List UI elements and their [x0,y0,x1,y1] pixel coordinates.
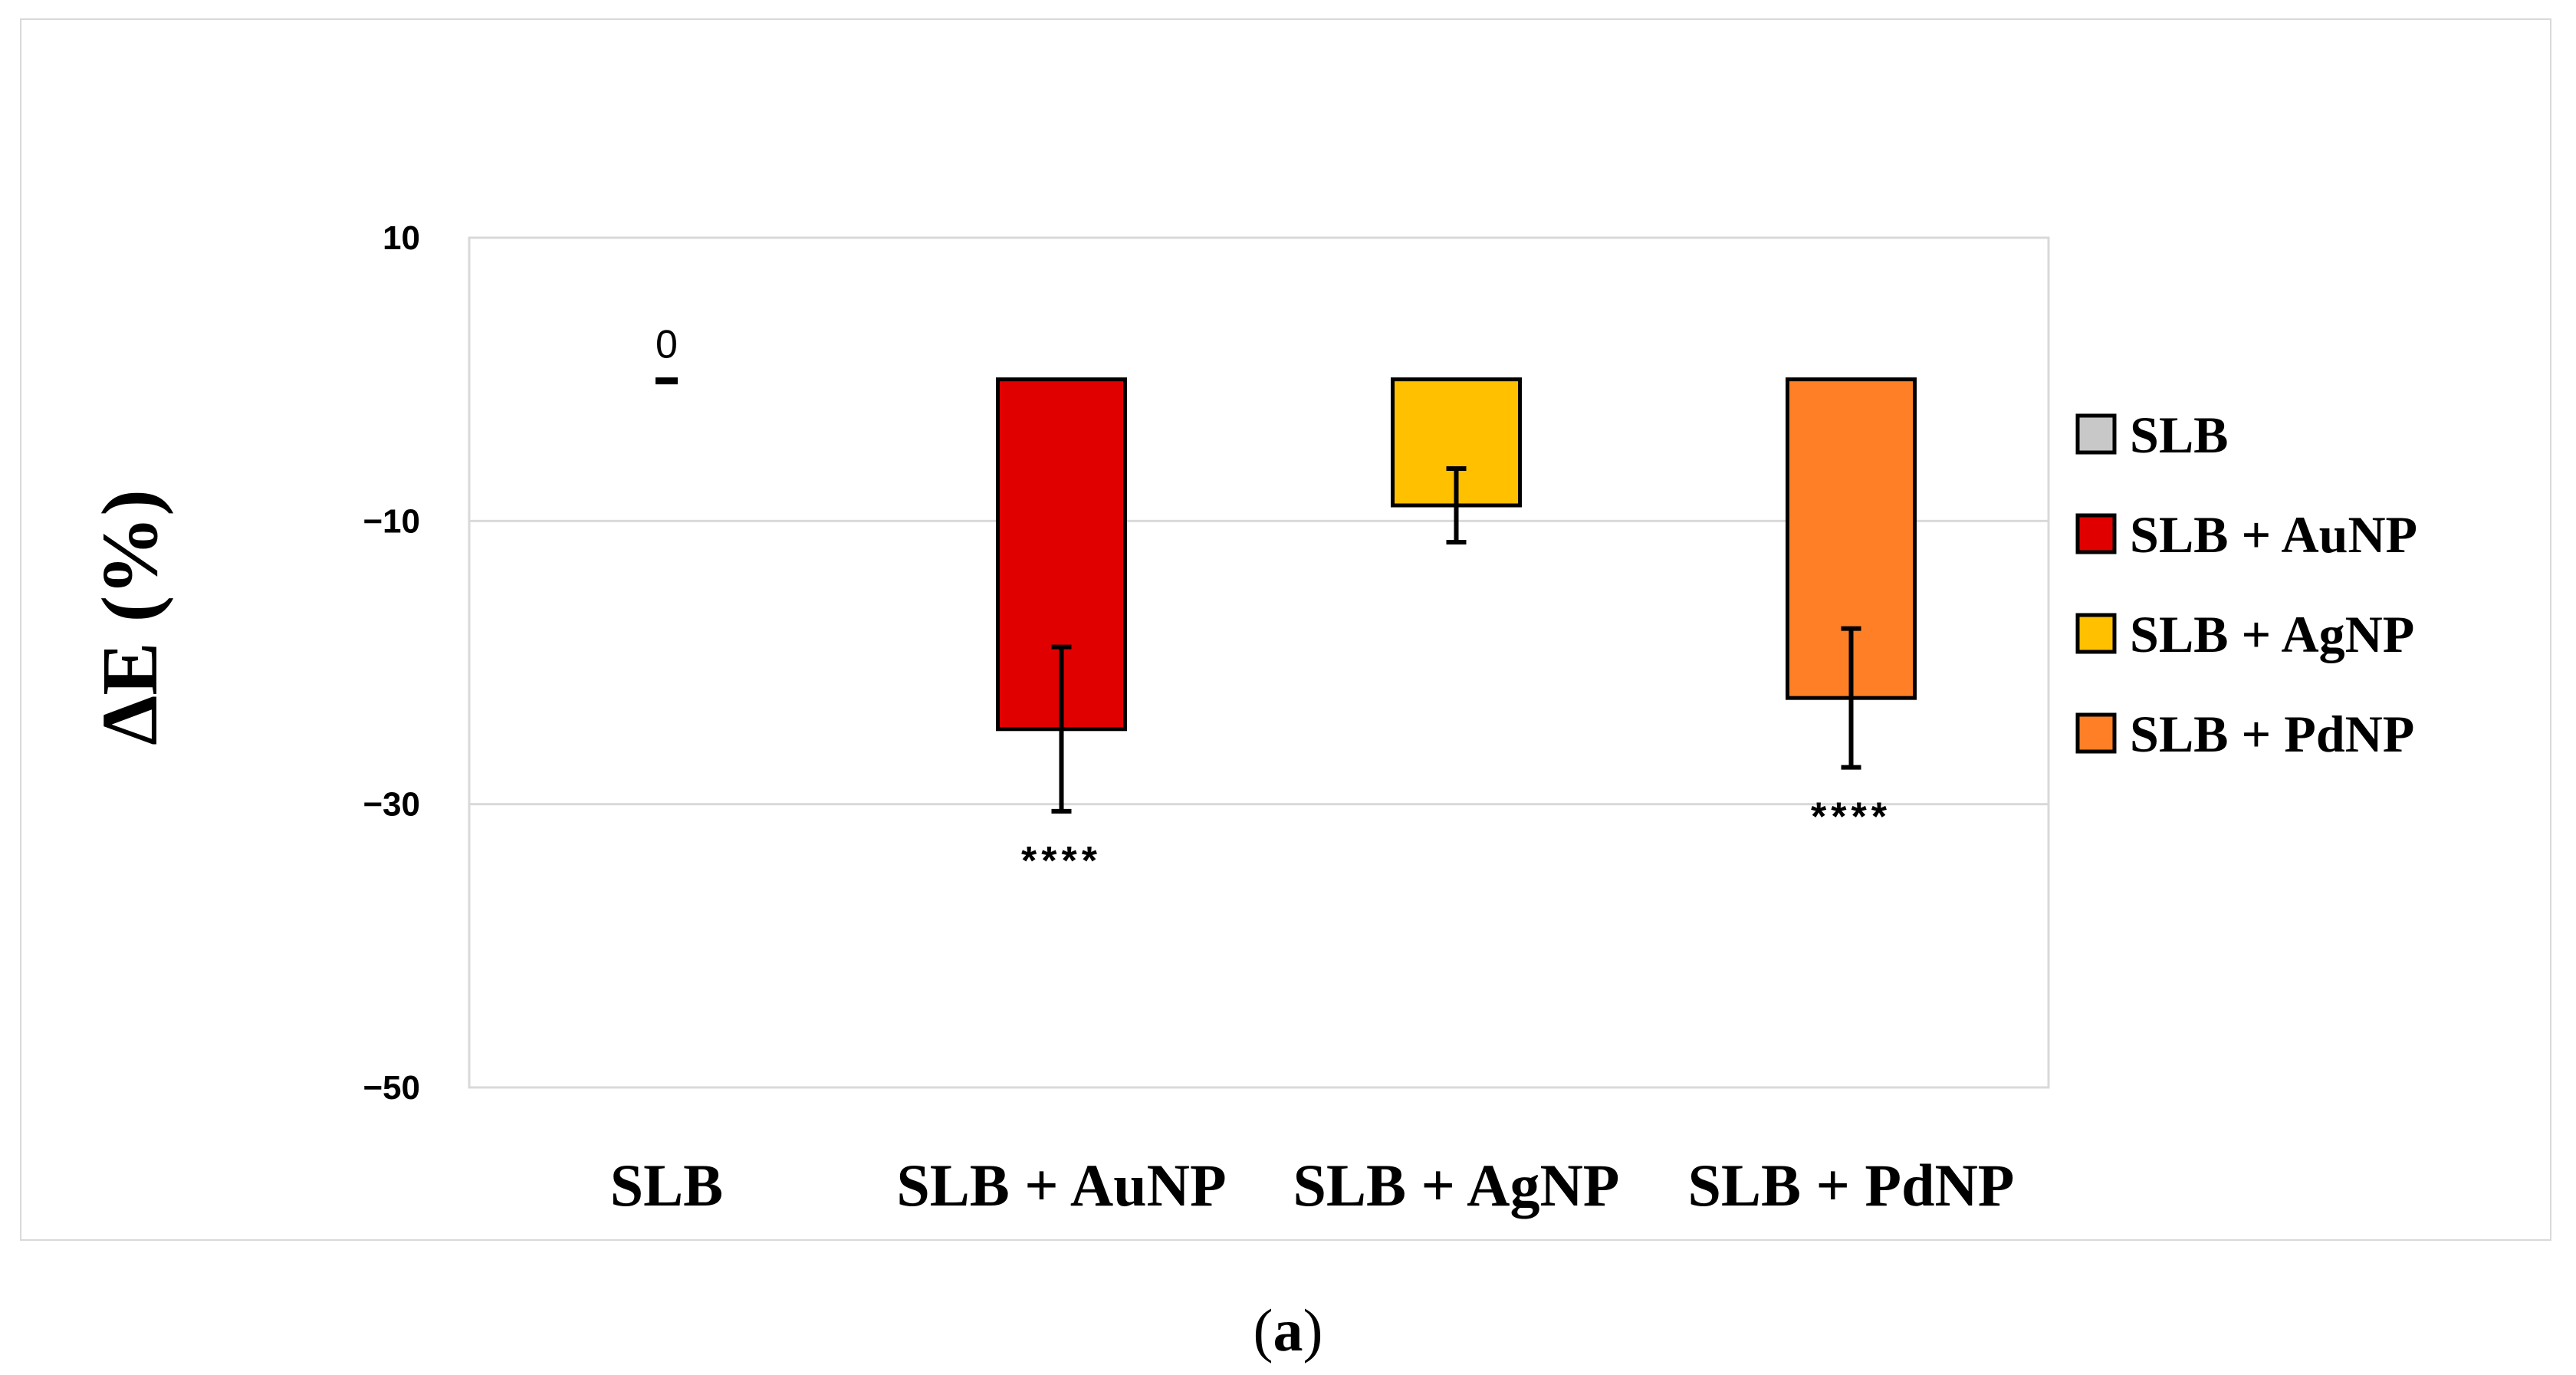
x-category-label: SLB [610,1152,723,1219]
y-tick-label: −10 [363,502,420,540]
bar [656,377,678,385]
y-axis-ticks: 10 −10 −30 −50 [363,219,420,1107]
bars: 0 **** **** [656,323,1917,883]
caption-letter: a [1273,1297,1303,1363]
significance-label: **** [1811,795,1891,840]
legend-swatch [2075,513,2117,554]
legend-swatch [2075,712,2117,754]
y-tick-label: 10 [383,219,420,257]
gridlines [469,236,2049,1089]
significance-label: **** [1021,839,1102,883]
x-category-label: SLB + PdNP [1688,1152,2015,1219]
legend: SLB SLB + AuNP SLB + AgNP SLB + PdNP [2075,406,2417,763]
y-tick-label: −30 [363,786,420,824]
x-category-label: SLB + AgNP [1293,1152,1620,1219]
legend-swatch [2075,613,2117,654]
figure-caption: (a) [0,1296,2576,1365]
data-label: 0 [656,323,678,367]
x-axis-categories: SLB SLB + AuNP SLB + AgNP SLB + PdNP [610,1152,2015,1219]
legend-label: SLB [2130,406,2229,464]
legend-swatch [2075,413,2117,455]
y-axis-label: ΔE (%) [86,489,174,745]
caption-open: ( [1253,1297,1273,1363]
legend-label: SLB + AuNP [2130,505,2417,564]
legend-label: SLB + AgNP [2130,605,2414,663]
chart-frame [20,18,2551,1241]
legend-label: SLB + PdNP [2130,705,2414,763]
x-category-label: SLB + AuNP [896,1152,1226,1219]
y-tick-label: −50 [363,1069,420,1107]
caption-close: ) [1303,1297,1323,1363]
